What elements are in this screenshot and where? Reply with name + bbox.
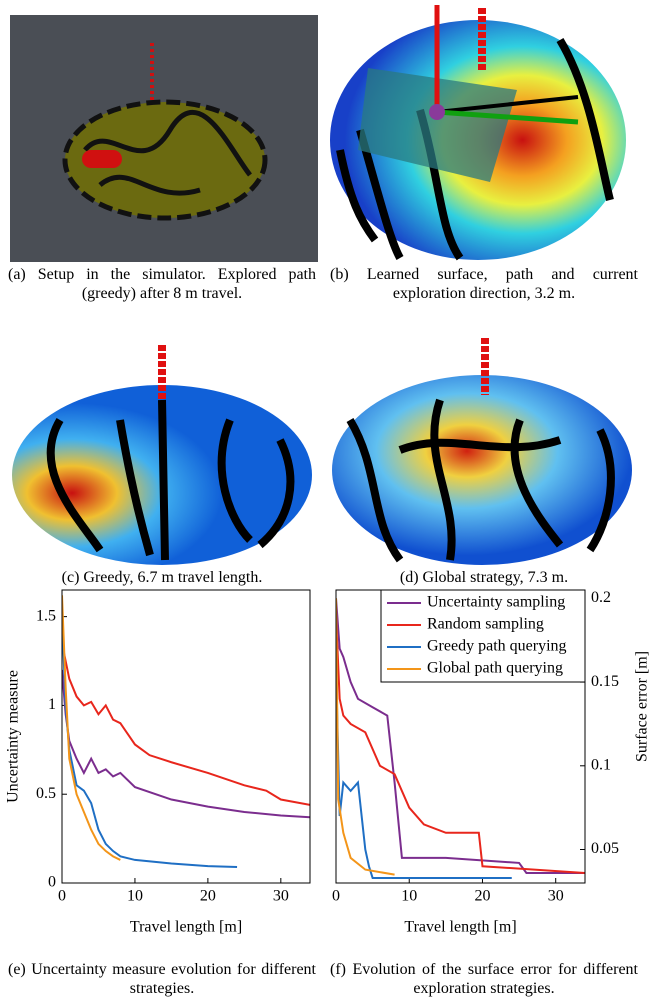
- y-tick-label: 0.15: [591, 673, 619, 690]
- series-line: [62, 617, 237, 867]
- legend-label: Uncertainty sampling: [427, 594, 565, 611]
- plot-frame: [62, 590, 310, 883]
- x-axis-label: Travel length [m]: [404, 919, 516, 936]
- y-tick-label: 0.1: [591, 756, 611, 773]
- x-tick-label: 20: [474, 888, 490, 905]
- x-tick-label: 0: [332, 888, 340, 905]
- x-tick-label: 10: [401, 888, 417, 905]
- y-tick-label: 1.5: [36, 607, 56, 624]
- figure: 0 10 20 30 0 0.5 1 1.5 Travel length [m] Uncertai…: [0, 0, 670, 1005]
- x-tick-label: 30: [548, 888, 564, 905]
- caption: (f) Evolution of the surface error for d…: [330, 960, 638, 998]
- y-tick-label: 0: [48, 874, 56, 891]
- page: 0 10 20 30 0 0.5 1 1.5 Travel length [m] Uncertai…: [0, 0, 670, 1005]
- series-line: [62, 643, 310, 805]
- legend-label: Random sampling: [427, 616, 544, 633]
- y-tick-label: 0.2: [591, 589, 611, 606]
- caption: (a) Setup in the simulator. Explored pat…: [8, 265, 316, 303]
- pos-b: [429, 104, 445, 120]
- legend-label: Greedy path querying: [427, 638, 567, 655]
- y2-axis-label: Surface error [m]: [634, 651, 651, 762]
- sim-probe: [82, 150, 122, 168]
- caption: (e) Uncertainty measure evolution for di…: [8, 960, 316, 998]
- surface-d: [332, 375, 632, 565]
- x-axis-label: Travel length [m]: [130, 919, 242, 936]
- x-tick-label: 30: [273, 888, 289, 905]
- y-axis-label: Uncertainty measure: [5, 670, 22, 803]
- y-tick-label: 1: [48, 696, 56, 713]
- caption: (d) Global strategy, 7.3 m.: [330, 568, 638, 587]
- caption: (c) Greedy, 6.7 m travel length.: [8, 568, 316, 587]
- series-line: [336, 665, 512, 878]
- x-tick-label: 0: [58, 888, 66, 905]
- caption: (b) Learned surface, path and current ex…: [330, 265, 638, 303]
- x-tick-label: 10: [127, 888, 143, 905]
- y-tick-label: 0.05: [591, 840, 619, 857]
- x-tick-label: 20: [200, 888, 216, 905]
- series-line: [62, 595, 120, 860]
- y-tick-label: 0.5: [36, 785, 56, 802]
- legend-label: Global path querying: [427, 660, 563, 677]
